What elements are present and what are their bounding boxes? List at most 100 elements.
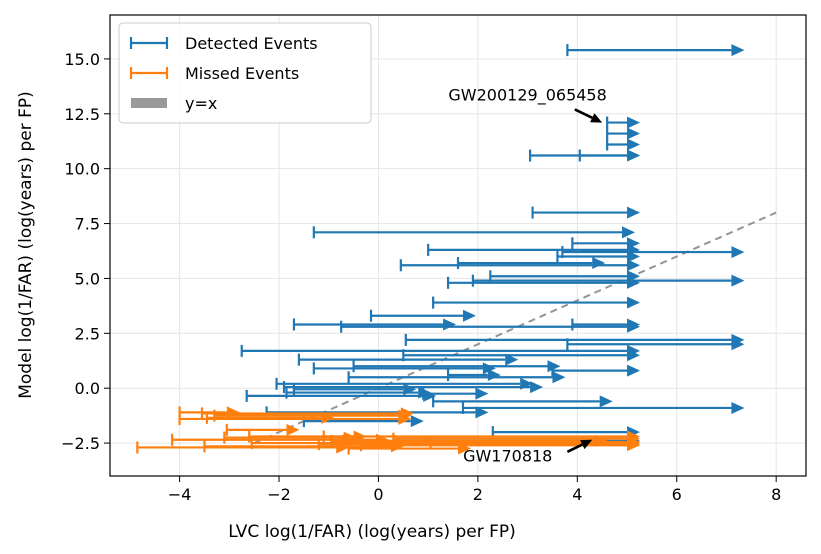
x-tick-label: 4 <box>572 485 582 504</box>
arrow-head <box>547 360 561 373</box>
arrow-head <box>731 401 745 414</box>
arrow-head <box>627 439 641 452</box>
x-tick-label: 2 <box>473 485 483 504</box>
legend-entry: y=x <box>131 94 217 113</box>
detected-event-bar <box>432 296 641 309</box>
detected-event-bar <box>551 364 641 377</box>
y-tick-label: 12.5 <box>64 105 100 124</box>
detected-event-bar <box>446 369 501 382</box>
arrow-head <box>627 138 641 151</box>
arrow-head <box>443 318 457 331</box>
arrow-head <box>731 44 745 57</box>
y-tick-label: 10.0 <box>64 160 100 179</box>
arrow-head <box>410 415 424 428</box>
arrow-head <box>487 369 501 382</box>
detected-event-bar <box>606 127 641 140</box>
x-axis-ticks: −4 −2 0 2 4 6 8 <box>168 476 781 504</box>
annotation-label: GW200129_065458 <box>448 86 606 106</box>
annotation-arrow-head <box>580 439 593 450</box>
arrow-head <box>627 259 641 272</box>
annotations: GW200129_065458 GW170818 <box>448 86 606 466</box>
arrow-head <box>475 406 489 419</box>
y-tick-label: 7.5 <box>75 215 100 234</box>
legend-label: y=x <box>185 94 217 113</box>
missed-event-bar <box>136 441 350 454</box>
arrow-head <box>627 364 641 377</box>
arrow-head <box>731 338 745 351</box>
detected-event-bar <box>352 360 561 373</box>
annotation-arrow-head <box>590 113 603 123</box>
arrow-head <box>731 274 745 287</box>
legend-box <box>118 22 372 124</box>
arrow-head <box>627 349 641 362</box>
plot-frame <box>109 14 807 477</box>
detected-event-bar <box>347 371 566 384</box>
arrow-head <box>627 296 641 309</box>
detected-event-bar <box>556 250 641 263</box>
y-tick-label: 5.0 <box>75 269 100 288</box>
arrow-head <box>627 276 641 289</box>
arrow-head <box>336 441 350 454</box>
x-tick-label: 6 <box>672 485 682 504</box>
missed-event-bar <box>178 412 412 425</box>
annotation-arrow-shaft <box>566 443 583 454</box>
detected-event-bar <box>456 257 606 270</box>
arrow-head <box>505 353 519 366</box>
arrow-head <box>622 226 636 239</box>
detected-event-bar <box>606 116 641 129</box>
detected-event-bar <box>471 274 745 287</box>
annotation: GW200129_065458 <box>448 86 607 123</box>
detected-event-bar <box>427 243 641 256</box>
x-tick-label: −2 <box>267 485 291 504</box>
x-tick-label: 0 <box>373 485 383 504</box>
detected-event-bar <box>606 138 641 151</box>
detected-event-bar <box>312 362 496 375</box>
y-axis-label: Model log(1/FAR) (log(years) per FP) <box>16 91 36 399</box>
detected-event-bar <box>446 276 641 289</box>
legend-entry: Missed Events <box>129 64 299 83</box>
detected-event-bar <box>432 395 613 408</box>
detected-event-bar <box>578 149 641 162</box>
detected-event-bar <box>340 320 641 333</box>
detected-event-bar <box>369 309 476 322</box>
legend-entry: Detected Events <box>129 34 318 53</box>
arrow-head <box>627 206 641 219</box>
y-axis-ticks: −2.5 0.0 2.5 5.0 7.5 10.0 12.5 15.0 <box>61 50 110 453</box>
arrow-head <box>627 149 641 162</box>
x-tick-label: −4 <box>168 485 192 504</box>
detected-event-bar <box>297 353 519 366</box>
legend-label: Detected Events <box>185 34 318 53</box>
arrow-head <box>627 116 641 129</box>
x-tick-label: 8 <box>771 485 781 504</box>
arrow-head <box>458 442 471 455</box>
arrow-head <box>462 309 476 322</box>
missed-event-bar <box>225 423 300 436</box>
detected-event-bar <box>399 259 641 272</box>
annotation: GW170818 <box>463 439 593 466</box>
arrow-head <box>286 423 300 436</box>
annotation-label: GW170818 <box>463 447 552 466</box>
arrow-head <box>627 127 641 140</box>
arrow-head <box>552 371 566 384</box>
detected-event-bar <box>531 206 641 219</box>
detected-event-bar <box>245 389 437 402</box>
arrow-head <box>423 389 437 402</box>
arrow-head <box>731 246 745 259</box>
arrow-head <box>599 395 613 408</box>
legend: Detected Events Missed Events y=x <box>118 22 372 124</box>
detected-event-bar <box>566 338 745 351</box>
error-bars <box>136 44 745 455</box>
y-tick-label: 0.0 <box>75 379 100 398</box>
x-axis-label: LVC log(1/FAR) (log(years) per FP) <box>228 522 516 542</box>
arrow-head <box>627 250 641 263</box>
y-tick-label: 15.0 <box>64 50 100 69</box>
arrow-head <box>627 320 641 333</box>
y-tick-label: −2.5 <box>61 434 100 453</box>
legend-label: Missed Events <box>185 64 299 83</box>
detected-event-bar <box>312 226 636 239</box>
arrow-head <box>398 412 412 425</box>
arrow-head <box>530 381 544 394</box>
arrow-head <box>592 257 606 270</box>
arrow-head <box>482 362 496 375</box>
